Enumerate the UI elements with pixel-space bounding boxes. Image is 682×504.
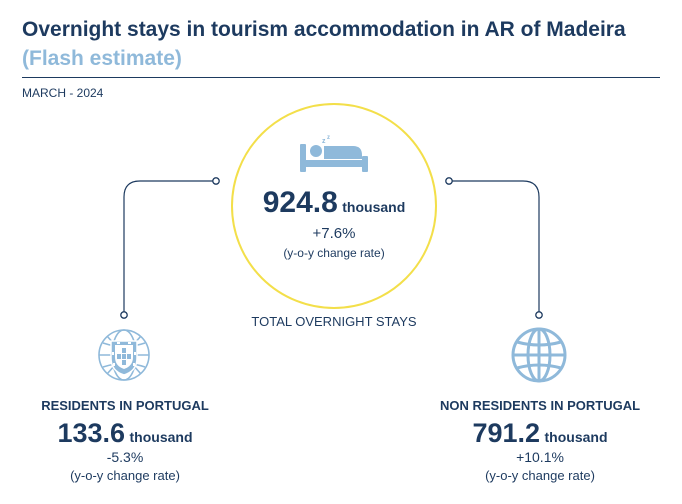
svg-text:z: z: [322, 138, 326, 145]
connector-right-node-top: [445, 177, 453, 185]
total-stays-value-line: 924.8 thousand: [232, 186, 436, 220]
bed-icon: z z: [300, 135, 368, 172]
page-subtitle: (Flash estimate): [22, 47, 182, 70]
non-residents-unit: thousand: [544, 429, 608, 445]
residents-value-line: 133.6 thousand: [10, 418, 240, 449]
total-stays-value: 924.8: [262, 186, 338, 219]
total-stays-circle: [231, 103, 437, 309]
total-stays-change: +7.6%: [312, 225, 356, 242]
total-stays-unit: thousand: [342, 199, 406, 215]
non-residents-value-line: 791.2 thousand: [420, 418, 660, 449]
title-divider: [22, 77, 660, 78]
non-residents-label: NON RESIDENTS IN PORTUGAL: [439, 398, 641, 413]
connector-left: [123, 180, 215, 313]
connector-right-node-bottom: [535, 311, 543, 319]
globe-icon: [511, 327, 567, 383]
non-residents-note: (y-o-y change rate): [485, 468, 595, 483]
portugal-coat-of-arms-icon: [98, 329, 150, 381]
residents-change: -5.3%: [106, 449, 144, 465]
svg-text:z: z: [327, 135, 330, 141]
non-residents-value: 791.2: [472, 418, 541, 448]
residents-note: (y-o-y change rate): [70, 468, 180, 483]
connector-left-node-bottom: [120, 311, 128, 319]
reference-period: MARCH - 2024: [22, 86, 104, 100]
total-stays-note: (y-o-y change rate): [283, 246, 385, 260]
page-title: Overnight stays in tourism accommodation…: [22, 18, 626, 41]
total-stays-label: TOTAL OVERNIGHT STAYS: [251, 314, 417, 329]
residents-unit: thousand: [129, 429, 193, 445]
residents-value: 133.6: [57, 418, 126, 448]
connector-right: [451, 180, 540, 313]
residents-label: RESIDENTS IN PORTUGAL: [41, 398, 209, 413]
non-residents-change: +10.1%: [516, 449, 564, 465]
connector-left-node-top: [212, 177, 220, 185]
